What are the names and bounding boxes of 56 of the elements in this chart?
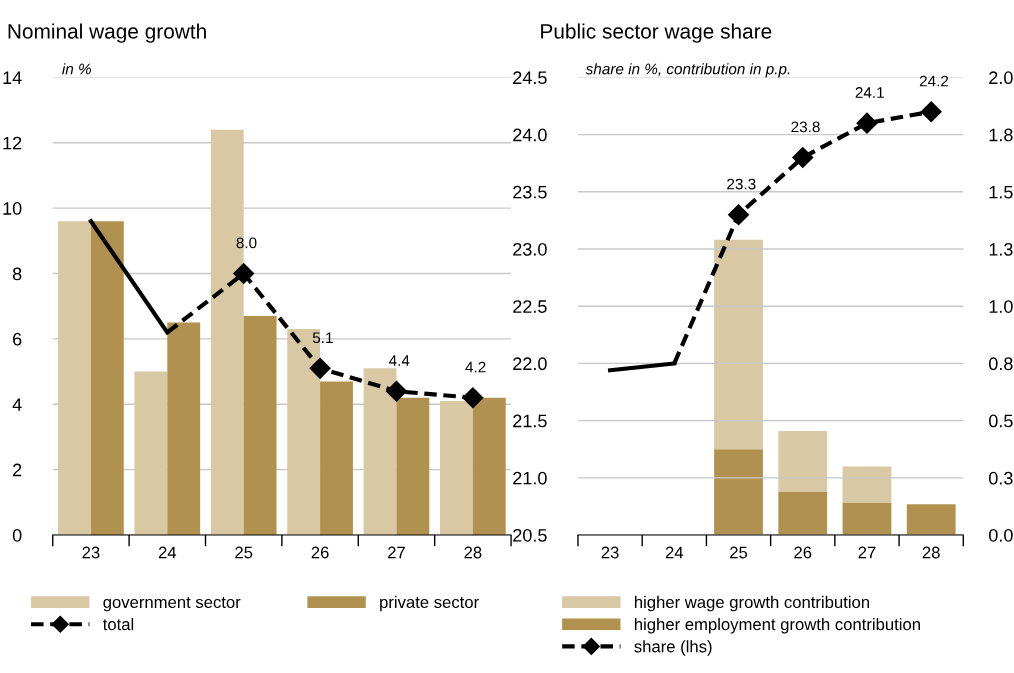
chart-subtitle: in % bbox=[62, 63, 91, 75]
y-tick-label: 24.0 bbox=[513, 128, 547, 142]
data-label: 23.3 bbox=[727, 178, 756, 190]
x-tick-label: 28 bbox=[464, 546, 482, 559]
y2-tick-label: 0.0 bbox=[989, 528, 1013, 542]
y-tick-label: 23.0 bbox=[513, 242, 547, 256]
y-tick-label: 6 bbox=[13, 332, 22, 346]
data-label: 23.8 bbox=[791, 121, 820, 133]
y-tick-label: 2 bbox=[13, 463, 22, 477]
x-tick-label: 24 bbox=[665, 546, 684, 559]
x-tick-label: 25 bbox=[730, 546, 748, 559]
legend-label: higher employment growth contribution bbox=[634, 618, 920, 634]
chart-subtitle: share in %, contribution in p.p. bbox=[585, 63, 790, 78]
x-tick-label: 27 bbox=[388, 546, 405, 559]
data-label: 24.1 bbox=[855, 87, 884, 98]
data-label: 5.1 bbox=[312, 332, 333, 344]
x-tick-label: 26 bbox=[311, 546, 329, 559]
x-tick-label: 28 bbox=[922, 546, 940, 559]
y-tick-label: 14 bbox=[3, 71, 22, 84]
legend-label: total bbox=[102, 618, 134, 631]
x-tick-label: 26 bbox=[794, 546, 812, 559]
y-tick-label: 24.5 bbox=[513, 71, 547, 85]
legend-label: private sector bbox=[380, 595, 479, 612]
y-tick-label: 10 bbox=[3, 202, 22, 215]
legend-label: share (lhs) bbox=[634, 640, 712, 656]
y-tick-label: 21.5 bbox=[513, 414, 547, 428]
y-tick-label: 8 bbox=[12, 267, 22, 281]
data-label: 8.0 bbox=[236, 237, 257, 249]
y2-tick-label: 0.8 bbox=[989, 357, 1013, 371]
data-label: 4.4 bbox=[388, 355, 410, 366]
y2-tick-label: 1.0 bbox=[989, 300, 1013, 313]
x-tick-label: 23 bbox=[601, 546, 619, 559]
y-tick-label: 4 bbox=[12, 398, 22, 411]
y-tick-label: 23.5 bbox=[513, 185, 547, 199]
legend-label: higher wage growth contribution bbox=[634, 595, 869, 612]
y-tick-label: 0 bbox=[12, 528, 22, 542]
y2-tick-label: 2.0 bbox=[989, 71, 1013, 85]
chart-title: Nominal wage growth bbox=[8, 23, 206, 43]
data-label: 4.2 bbox=[465, 361, 486, 373]
y-tick-label: 21.0 bbox=[513, 471, 547, 485]
x-tick-label: 27 bbox=[858, 546, 876, 559]
legend-label: government sector bbox=[103, 597, 241, 612]
y-tick-label: 22.5 bbox=[513, 300, 547, 313]
y2-tick-label: 0.5 bbox=[989, 414, 1013, 428]
y-tick-label: 22.0 bbox=[513, 357, 547, 371]
chart-title: Public sector wage share bbox=[541, 23, 772, 43]
x-tick-label: 25 bbox=[235, 546, 253, 559]
y2-tick-label: 1.3 bbox=[989, 242, 1013, 256]
y-tick-label: 12 bbox=[3, 136, 22, 150]
y2-tick-label: 0.3 bbox=[989, 471, 1013, 485]
y2-tick-label: 1.5 bbox=[989, 185, 1013, 199]
x-tick-label: 24 bbox=[158, 546, 177, 559]
x-tick-label: 23 bbox=[82, 546, 100, 559]
y-tick-label: 20.5 bbox=[513, 528, 547, 542]
data-label: 24.2 bbox=[919, 75, 949, 87]
y2-tick-label: 1.8 bbox=[989, 128, 1013, 142]
